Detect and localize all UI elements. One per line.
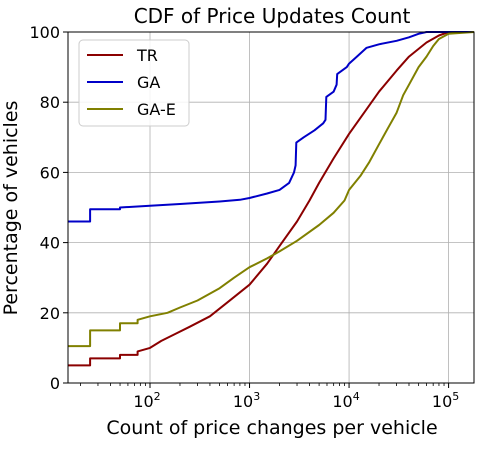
legend-label-ga: GA: [137, 73, 160, 92]
x-axis-label: Count of price changes per vehicle: [106, 417, 437, 439]
legend: TR GA GA-E: [78, 39, 190, 127]
legend-box: [78, 39, 190, 127]
x-tick-label: 102: [133, 390, 160, 411]
x-tick-label: 104: [332, 390, 359, 411]
series-layer: [68, 31, 475, 367]
y-tick-label: 60: [40, 163, 60, 182]
y-tick-label: 80: [40, 93, 60, 112]
y-tick-label: 0: [50, 374, 60, 393]
x-tick-label: 103: [233, 390, 260, 411]
series-line-tr: [68, 31, 474, 367]
legend-label-ga-e: GA-E: [137, 100, 176, 119]
legend-label-tr: TR: [136, 46, 158, 65]
series-line-ga: [68, 31, 474, 223]
y-tick-label: 40: [40, 234, 60, 253]
chart-title: CDF of Price Updates Count: [134, 4, 411, 28]
y-tick-label: 100: [29, 23, 60, 42]
x-tick-layer: 102 103 104 105: [80, 383, 459, 411]
y-tick-label: 20: [40, 304, 60, 323]
y-axis-label: Percentage of vehicles: [0, 101, 22, 316]
x-tick-label: 105: [432, 390, 459, 411]
y-tick-layer: 0 20 40 60 80 100: [29, 23, 68, 393]
series-line-ga-e: [68, 31, 475, 348]
plot-area-frame: [67, 31, 475, 384]
